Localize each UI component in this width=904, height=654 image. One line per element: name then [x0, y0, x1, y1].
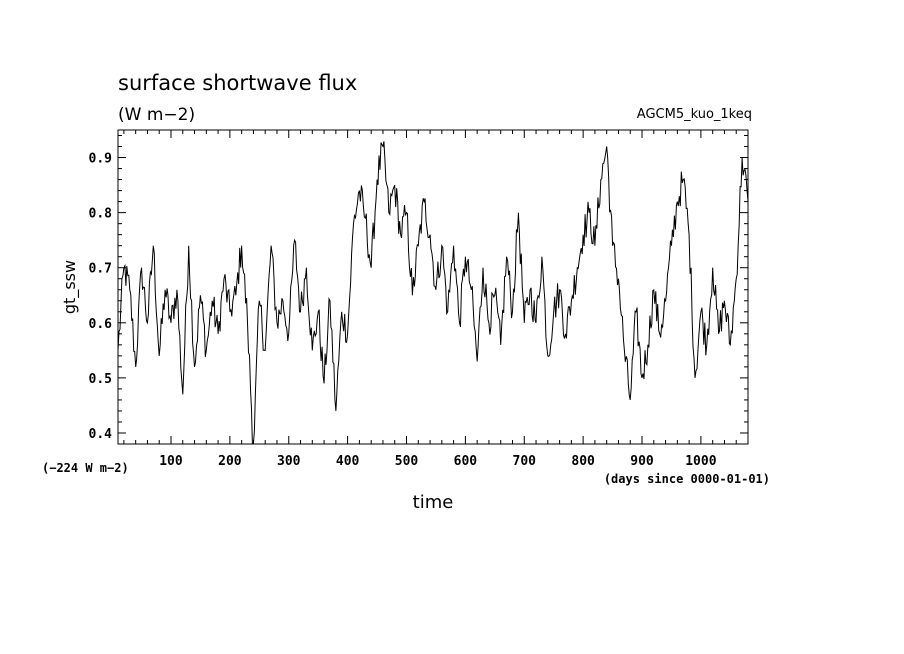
y-axis-label: gt_ssw — [60, 260, 80, 314]
x-tick-label: 400 — [336, 454, 360, 469]
x-tick-label: 200 — [218, 454, 242, 469]
y-tick-label: 0.4 — [89, 427, 113, 442]
x-tick-labels: 100 200 300 400 500 600 700 800 900 1000 — [159, 454, 716, 469]
ticks-layer — [118, 130, 749, 445]
y-tick-label: 0.7 — [89, 262, 112, 277]
x-tick-label: 900 — [630, 454, 654, 469]
x-axis-label: time — [413, 492, 454, 513]
x-tick-label: 300 — [277, 454, 301, 469]
y-offset-note: (−224 W m−2) — [42, 461, 129, 475]
x-tick-label: 700 — [513, 454, 537, 469]
y-tick-label: 0.5 — [89, 372, 112, 387]
x-tick-label: 600 — [454, 454, 478, 469]
chart-subtitle: (W m−2) — [118, 105, 195, 125]
x-tick-label: 1000 — [685, 454, 716, 469]
x-unit-note: (days since 0000-01-01) — [604, 472, 770, 486]
plot-frame — [117, 129, 749, 445]
x-tick-label: 100 — [159, 454, 183, 469]
x-tick-label: 800 — [571, 454, 595, 469]
chart-title: surface shortwave flux — [118, 71, 357, 95]
y-tick-label: 0.6 — [89, 317, 113, 332]
top-right-label: AGCM5_kuo_1keq — [637, 107, 752, 122]
series-line — [117, 141, 749, 445]
x-tick-label: 500 — [395, 454, 419, 469]
y-tick-label: 0.9 — [89, 152, 112, 167]
y-tick-labels: 0.4 0.5 0.6 0.7 0.8 0.9 — [89, 152, 113, 442]
y-tick-label: 0.8 — [89, 207, 113, 222]
